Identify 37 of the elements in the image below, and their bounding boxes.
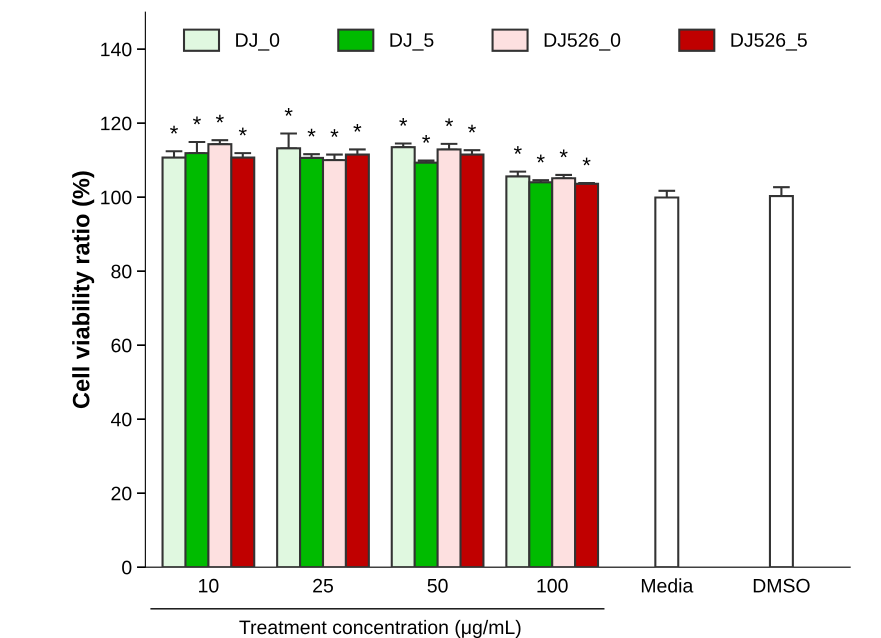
data-label: * <box>422 135 430 143</box>
data-label: * <box>353 124 362 132</box>
data-label: * <box>284 108 293 116</box>
y-tick-label: 0 <box>122 560 132 574</box>
data-label: * <box>536 154 545 162</box>
y-tick-label: 40 <box>110 412 132 426</box>
data-label: * <box>468 124 476 132</box>
y-tick-label: 120 <box>101 116 132 130</box>
bar <box>654 196 680 568</box>
x-tick-label: Media <box>642 578 694 593</box>
data-label: * <box>582 158 591 166</box>
x-axis-title: Treatment concentration (μg/mL) <box>239 620 521 638</box>
data-label: * <box>330 129 338 137</box>
legend-label: DJ526_0 <box>544 33 620 51</box>
legend-label: DJ_0 <box>236 33 280 51</box>
data-label: * <box>170 126 178 134</box>
legend-label: DJ526_5 <box>731 33 807 51</box>
data-label: * <box>216 114 224 123</box>
x-tick-label: 10 <box>199 578 218 593</box>
legend-label: DJ_5 <box>390 33 434 51</box>
y-tick-label: 140 <box>101 42 132 56</box>
x-tick-label: 50 <box>428 578 448 593</box>
y-tick-label: 20 <box>112 486 132 500</box>
y-tick-label: 100 <box>101 190 132 204</box>
data-label: * <box>560 149 568 158</box>
data-label: * <box>308 128 316 137</box>
x-tick-label: DMSO <box>754 578 810 593</box>
x-tick-label: 100 <box>537 578 568 593</box>
data-label: * <box>238 128 247 136</box>
data-label: * <box>192 116 201 124</box>
data-label: * <box>445 118 454 126</box>
x-tick-label: 25 <box>313 578 333 593</box>
data-label: * <box>514 146 522 154</box>
y-tick-label: 60 <box>112 338 132 352</box>
data-label: * <box>399 118 408 126</box>
y-tick-label: 80 <box>111 264 132 278</box>
y-axis-title: Cell viability ratio (%) <box>72 171 94 408</box>
